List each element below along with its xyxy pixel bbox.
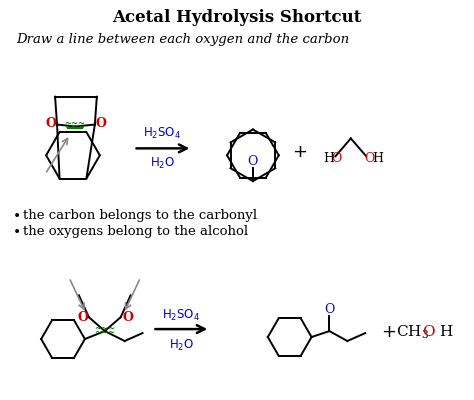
Text: ~~~: ~~~ [94, 328, 115, 336]
Text: H: H [372, 152, 383, 165]
Text: the carbon belongs to the carbonyl: the carbon belongs to the carbonyl [23, 209, 257, 222]
Text: $\mathregular{H_2O}$: $\mathregular{H_2O}$ [169, 338, 194, 352]
Text: the oxygens belong to the alcohol: the oxygens belong to the alcohol [23, 225, 248, 238]
Text: O: O [77, 311, 88, 324]
Text: O: O [46, 117, 56, 130]
Text: O: O [95, 117, 106, 130]
Text: O: O [324, 303, 335, 316]
Text: Draw a line between each oxygen and the carbon: Draw a line between each oxygen and the … [16, 33, 349, 46]
Text: $\mathregular{H_2O}$: $\mathregular{H_2O}$ [150, 156, 175, 171]
Text: O: O [422, 325, 435, 339]
Text: O: O [248, 155, 258, 168]
Text: O: O [331, 152, 342, 165]
Text: $\mathregular{H_2SO_4}$: $\mathregular{H_2SO_4}$ [143, 126, 182, 141]
Text: H: H [439, 325, 452, 339]
Text: •: • [13, 209, 22, 223]
Text: •: • [13, 225, 22, 239]
Text: Acetal Hydrolysis Shortcut: Acetal Hydrolysis Shortcut [112, 9, 362, 26]
Text: ~~~: ~~~ [64, 123, 85, 132]
Text: $\mathregular{H_2SO_4}$: $\mathregular{H_2SO_4}$ [162, 308, 201, 323]
Text: O: O [364, 152, 374, 165]
Text: ~~~: ~~~ [94, 324, 115, 333]
Text: +: + [292, 143, 307, 161]
Text: H: H [323, 152, 335, 165]
Text: O: O [122, 311, 133, 324]
Text: $\mathregular{CH_3}$: $\mathregular{CH_3}$ [396, 323, 429, 341]
Text: +: + [382, 323, 397, 341]
Text: ~~~: ~~~ [64, 119, 85, 128]
